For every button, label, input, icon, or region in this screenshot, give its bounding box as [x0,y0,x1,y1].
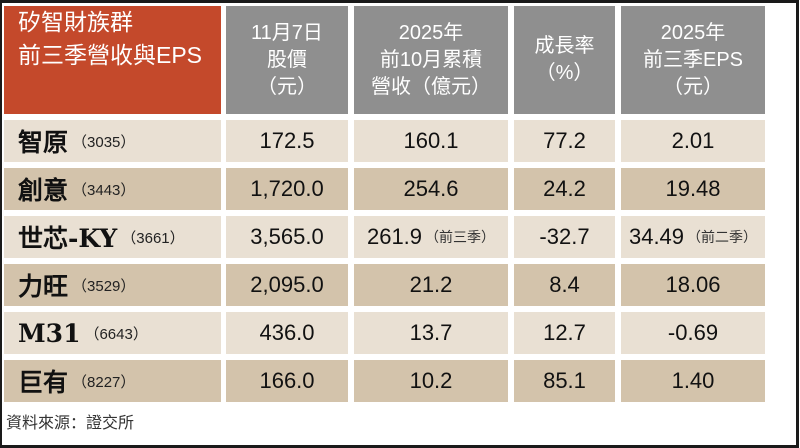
cell-growth: 85.1 [514,360,615,402]
column-header-eps: 2025年 前三季EPS （元） [621,6,765,114]
table-title-line1: 矽智財族群 [18,9,133,35]
cell-growth: -32.7 [514,216,615,258]
stock-code: （3661） [121,229,185,247]
cell-revenue: 10.2 [354,360,508,402]
cell-price: 166.0 [226,360,348,402]
company-name: 創意 [18,176,69,205]
revenue-value: 160.1 [403,128,459,153]
cell-eps: 2.01 [621,120,765,162]
revenue-value: 10.2 [409,368,453,393]
cell-eps: 1.40 [621,360,765,402]
table-row-company: M31 （6643） [4,312,221,354]
header-line: （元） [663,75,723,98]
company-name: 世芯-KY [18,224,118,253]
table-title-line2: 前三季營收與EPS [18,42,203,68]
eps-value: 34.49 [628,224,685,249]
cell-growth: 12.7 [514,312,615,354]
cell-eps: -0.69 [621,312,765,354]
table-row-company: 巨有 （8227） [4,360,221,402]
header-line: 前三季EPS [642,48,744,71]
revenue-value: 261.9 [366,224,423,249]
column-header-price: 11月7日 股價 （元） [226,6,348,114]
eps-value: 19.48 [665,176,721,201]
header-line: 11月7日 [251,21,323,44]
revenue-value: 254.6 [403,176,459,201]
table-row-company: 力旺 （3529） [4,264,221,306]
company-name: 智原 [18,128,69,157]
cell-eps: 34.49 （前二季） [621,216,765,258]
cell-price: 172.5 [226,120,348,162]
cell-revenue: 21.2 [354,264,508,306]
eps-value: 2.01 [671,128,715,153]
stock-code: （8227） [72,373,136,391]
cell-growth: 8.4 [514,264,615,306]
revenue-value: 13.7 [409,320,453,345]
cell-growth: 24.2 [514,168,615,210]
company-name: M31 [18,318,81,348]
cell-growth: 77.2 [514,120,615,162]
stock-code: （3443） [72,181,136,199]
header-line: 2025年 [660,21,726,44]
column-header-growth: 成長率 （%） [514,6,615,114]
header-line: 成長率 [534,35,595,57]
cell-eps: 18.06 [621,264,765,306]
company-name: 力旺 [18,272,69,301]
eps-value: 1.40 [671,368,715,393]
cell-revenue: 160.1 [354,120,508,162]
cell-eps: 19.48 [621,168,765,210]
company-name: 巨有 [18,368,69,397]
source-note: 資料來源：證交所 [6,415,135,432]
table-row-company: 智原 （3035） [4,120,221,162]
cell-price: 3,565.0 [226,216,348,258]
stock-code: （6643） [84,325,148,343]
eps-value: 18.06 [665,272,721,297]
stock-code: （3529） [72,277,136,295]
header-line: 2025年 [398,21,464,44]
eps-value: -0.69 [667,320,719,345]
cell-price: 1,720.0 [226,168,348,210]
header-line: （%） [535,62,594,84]
revenue-value: 21.2 [409,272,453,297]
revenue-note: （前三季） [425,229,496,245]
header-line: 營收（億元） [371,75,491,98]
column-header-revenue: 2025年 前10月累積 營收（億元） [354,6,508,114]
table-title: 矽智財族群 前三季營收與EPS [4,6,221,114]
table-row-company: 世芯-KY （3661） [4,216,221,258]
header-line: 前10月累積 [379,48,483,71]
stock-code: （3035） [72,133,136,151]
cell-revenue: 261.9 （前三季） [354,216,508,258]
table-row-company: 創意 （3443） [4,168,221,210]
cell-revenue: 254.6 [354,168,508,210]
header-line: 股價 [267,48,307,71]
cell-price: 2,095.0 [226,264,348,306]
cell-revenue: 13.7 [354,312,508,354]
eps-note: （前二季） [687,229,758,245]
header-line: （元） [257,75,317,98]
cell-price: 436.0 [226,312,348,354]
